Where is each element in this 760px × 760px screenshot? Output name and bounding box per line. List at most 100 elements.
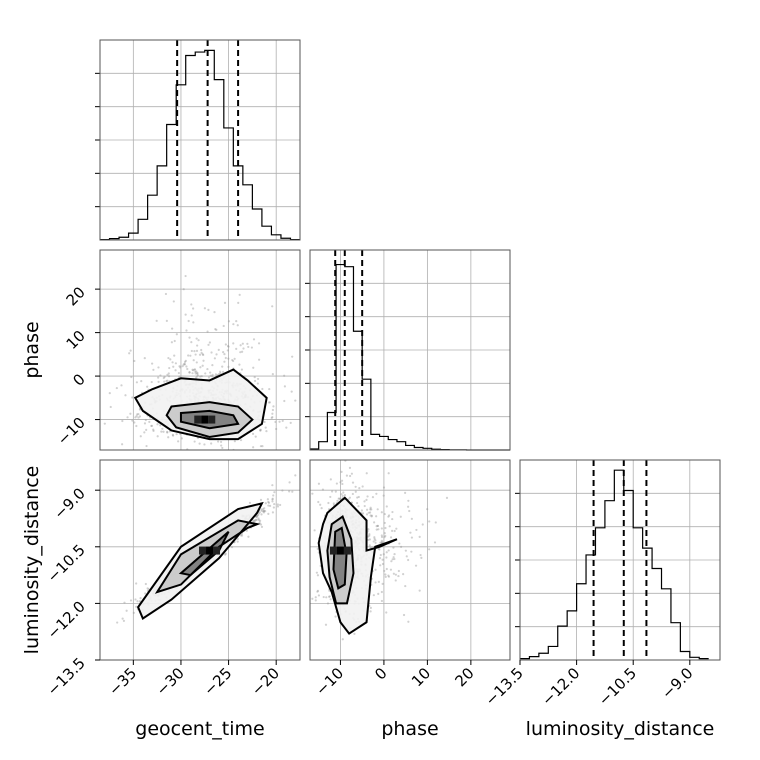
scatter-point [391,529,394,532]
scatter-point [146,587,149,590]
scatter-point [211,373,214,377]
scatter-point [291,355,294,358]
scatter-point [328,595,331,598]
scatter-point [380,541,383,544]
scatter-point [339,481,342,484]
x-tick-label: −13.5 [482,664,527,709]
scatter-point [203,443,206,446]
scatter-point [368,544,371,547]
scatter-point [273,491,276,494]
scatter-point [227,357,230,360]
scatter-point [192,359,195,362]
scatter-point [240,534,244,537]
density-peak [208,415,216,424]
scatter-point [317,500,320,504]
scatter-point [365,498,368,501]
scatter-point [172,365,175,368]
scatter-point [254,435,257,438]
hist-frame-phase [309,249,511,451]
scatter-point [394,573,397,576]
scatter-point [257,512,260,515]
scatter-point [281,489,284,492]
scatter-point [434,521,437,524]
scatter-point [407,499,410,502]
scatter-point [183,360,187,363]
scatter-point [341,494,344,498]
scatter-point [78,410,80,412]
scatter-point [340,470,343,473]
scatter-point [227,365,230,368]
scatter-point [384,573,387,576]
scatter-point [152,368,155,371]
scatter-point [398,542,401,545]
hist-line-luminosity_distance [520,469,709,660]
scatter-point [261,387,264,391]
scatter-point [188,371,191,374]
y-tick-label: −10 [54,414,89,449]
pair-panel-phase-luminosity_distance [309,459,511,661]
scatter-point [143,431,146,434]
scatter-point [199,366,202,369]
scatter-point [120,384,123,387]
density-peak [213,546,221,555]
scatter-point [374,568,377,571]
scatter-point [133,421,136,424]
scatter-point [369,506,372,509]
scatter-point [177,440,180,443]
scatter-point [404,584,407,588]
scatter-point [255,514,259,517]
scatter-point [264,426,267,429]
pair-panel-geocent_time-luminosity_distance [99,459,301,661]
scatter-point [204,372,207,375]
scatter-point [136,600,139,603]
scatter-point [171,434,175,437]
scatter-point [414,564,418,567]
scatter-point [397,574,400,578]
scatter-point [152,429,155,433]
scatter-point [213,311,216,314]
contour-line [154,519,261,594]
scatter-point [368,538,372,541]
scatter-point [226,344,230,348]
y-axis-title-phase: phase [21,321,43,378]
scatter-point [188,336,191,339]
scatter-point [409,531,412,534]
scatter-point [370,515,373,518]
contour-line [133,368,268,441]
y-tick-label: 10 [63,327,89,353]
scatter-point [192,369,195,372]
scatter-point [265,430,268,433]
scatter-point [345,474,349,477]
scatter-point [247,535,250,538]
scatter-point [190,303,193,306]
scatter-point [351,481,355,484]
x-tick-label: 20 [451,664,477,690]
scatter-point [239,438,243,442]
hist-panel-phase [305,249,511,451]
scatter-point [382,486,386,489]
scatter-point [192,307,195,310]
scatter-point [131,396,134,399]
scatter-point [180,437,183,440]
scatter-point [135,381,138,384]
scatter-point [219,372,222,375]
scatter-point [239,344,242,347]
scatter-point [227,320,231,323]
scatter-point [378,556,382,560]
scatter-point [145,428,148,431]
hist-frame-luminosity_distance [519,459,721,661]
scatter-point [387,575,391,578]
scatter-point [150,424,153,428]
scatter-point [257,517,260,520]
scatter-point [361,512,365,515]
scatter-point [130,375,133,379]
scatter-point [377,592,380,596]
scatter-point [146,385,149,388]
scatter-point [340,493,343,496]
scatter-point [389,536,393,539]
scatter-point [198,442,201,445]
hist-line-geocent_time [100,49,300,241]
scatter-point [116,621,119,624]
scatter-point [372,594,375,597]
scatter-point [379,564,382,567]
